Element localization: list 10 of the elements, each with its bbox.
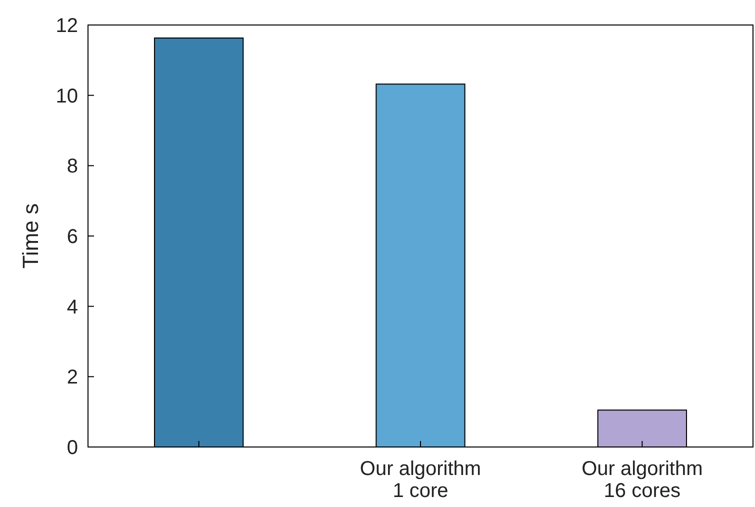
x-tick-label: Our algorithm 16 cores <box>582 458 703 502</box>
y-tick-label: 12 <box>56 15 78 37</box>
y-tick-label: 2 <box>66 366 78 389</box>
y-tick-label: 6 <box>66 226 78 248</box>
y-tick-label: 0 <box>66 437 78 459</box>
y-tick-label: 4 <box>66 296 78 318</box>
y-tick-label: 8 <box>66 156 78 178</box>
y-tick-label: 10 <box>56 85 78 108</box>
x-tick-label: Our algorithm 1 core <box>360 458 482 502</box>
y-axis-title: Time s <box>18 203 43 269</box>
